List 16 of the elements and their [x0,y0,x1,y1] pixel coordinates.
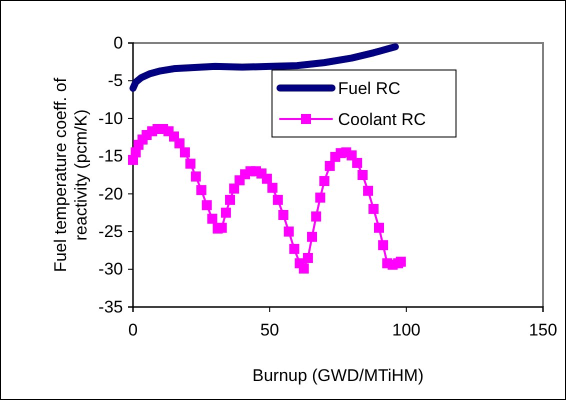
x-tick-label: 50 [260,320,280,340]
x-tick-label: 150 [528,320,558,340]
y-tick-label: -25 [98,222,123,242]
y-tick-label: -20 [98,184,123,204]
y-tick-label: 0 [114,33,123,52]
x-axis-title: Burnup (GWD/MTiHM) [252,366,424,385]
y-tick-label: -35 [98,297,123,316]
legend-label: Fuel RC [338,79,400,98]
y-tick-label: -5 [108,71,123,90]
legend-label: Coolant RC [338,110,426,129]
x-tick-label: 100 [392,320,421,340]
y-tick-label: -30 [98,260,123,279]
y-tick-label: -15 [98,146,123,166]
y-tick-label: -10 [98,108,123,128]
x-tick-label: 0 [128,320,138,340]
y-axis-title: Fuel temperature coeff. of reactivity (pcm/K) [51,78,90,272]
